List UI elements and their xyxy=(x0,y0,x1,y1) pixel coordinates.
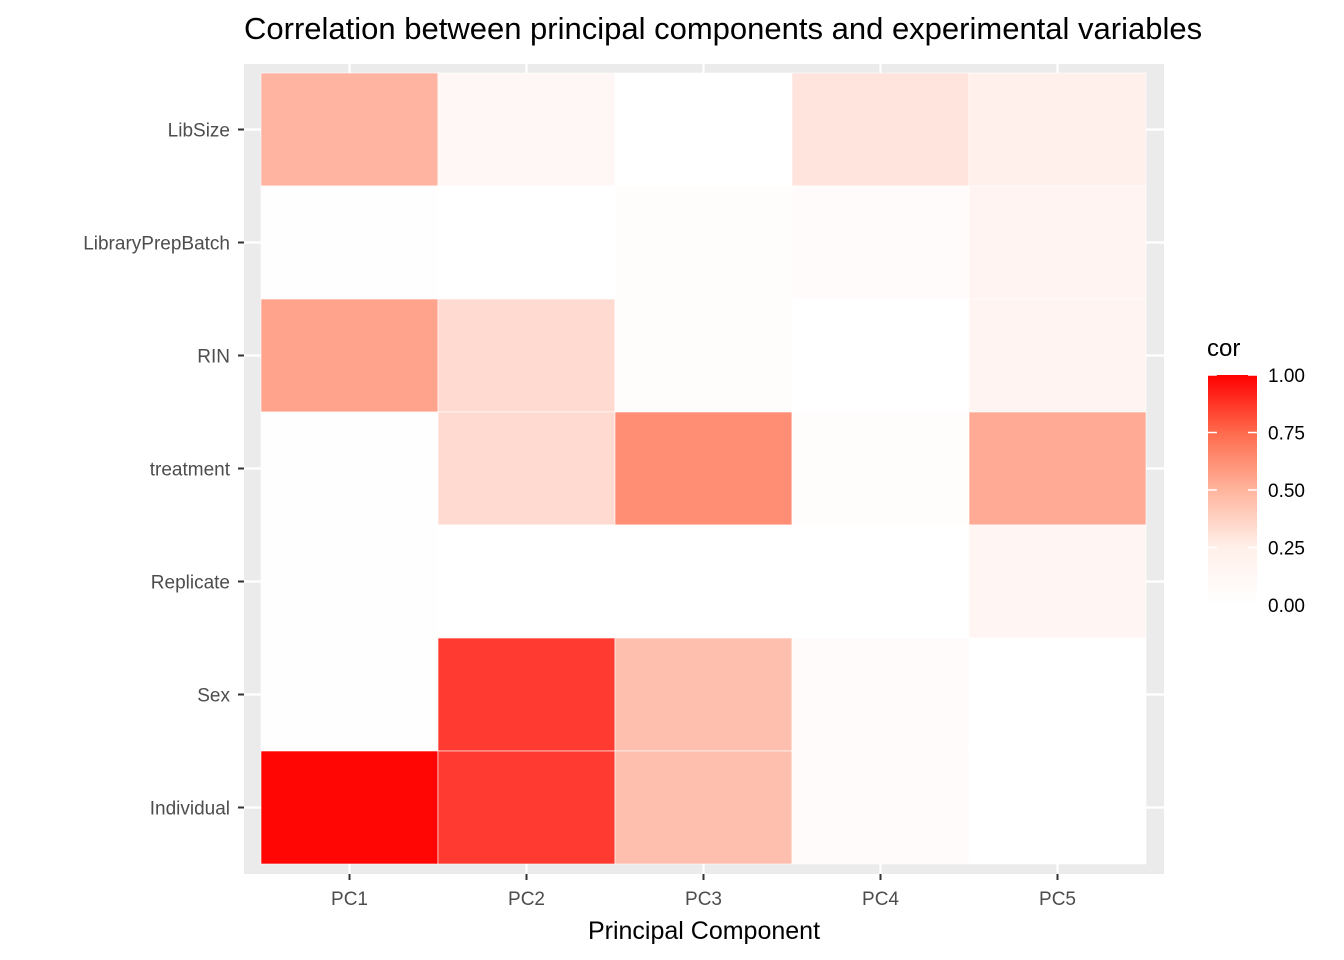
heatmap-cell-LibraryPrepBatch-PC3 xyxy=(614,185,793,300)
heatmap-cell-treatment-PC5 xyxy=(968,411,1147,526)
legend-label: 0.00 xyxy=(1268,596,1305,617)
x-tick-label: PC5 xyxy=(1039,889,1076,910)
heatmap-cell-Replicate-PC1 xyxy=(260,524,439,639)
heatmap-cell-LibSize-PC3 xyxy=(614,72,793,187)
heatmap-cell-RIN-PC3 xyxy=(614,298,793,413)
heatmap-cell-Individual-PC2 xyxy=(437,750,616,865)
legend-label: 0.75 xyxy=(1268,424,1305,445)
heatmap-cell-Replicate-PC2 xyxy=(437,524,616,639)
y-tick-label: RIN xyxy=(197,347,230,368)
heatmap-cell-LibSize-PC4 xyxy=(791,72,970,187)
y-tick-label: Sex xyxy=(197,686,230,707)
heatmap-cell-RIN-PC5 xyxy=(968,298,1147,413)
heatmap-cell-Individual-PC1 xyxy=(260,750,439,865)
heatmap-cell-Individual-PC5 xyxy=(968,750,1147,865)
legend: cor 1.00 0.75 0.50 0.25 0.00 xyxy=(1207,335,1305,617)
y-tick-label: LibSize xyxy=(168,121,230,142)
legend-title: cor xyxy=(1207,335,1240,362)
heatmap-cell-LibSize-PC5 xyxy=(968,72,1147,187)
x-tick-label: PC3 xyxy=(685,889,722,910)
heatmap-cell-RIN-PC1 xyxy=(260,298,439,413)
heatmap-cell-treatment-PC1 xyxy=(260,411,439,526)
heatmap-cell-RIN-PC2 xyxy=(437,298,616,413)
heatmap-cell-Replicate-PC5 xyxy=(968,524,1147,639)
heatmap-cell-Sex-PC4 xyxy=(791,637,970,752)
legend-label: 0.25 xyxy=(1268,539,1305,560)
legend-ticks: 1.00 0.75 0.50 0.25 0.00 xyxy=(1208,366,1305,617)
heatmap-cells xyxy=(260,72,1147,865)
chart-title: Correlation between principal components… xyxy=(244,11,1202,46)
heatmap-cell-LibraryPrepBatch-PC4 xyxy=(791,185,970,300)
x-tick-label: PC1 xyxy=(331,889,368,910)
heatmap-cell-LibraryPrepBatch-PC2 xyxy=(437,185,616,300)
heatmap-cell-Individual-PC3 xyxy=(614,750,793,865)
heatmap-cell-treatment-PC4 xyxy=(791,411,970,526)
x-axis: PC1 PC2 PC3 PC4 PC5 xyxy=(331,874,1076,910)
heatmap-cell-Sex-PC3 xyxy=(614,637,793,752)
x-axis-title: Principal Component xyxy=(588,917,820,945)
heatmap-cell-treatment-PC2 xyxy=(437,411,616,526)
heatmap-cell-Replicate-PC3 xyxy=(614,524,793,639)
legend-label: 1.00 xyxy=(1268,366,1305,387)
y-tick-label: Replicate xyxy=(151,573,230,594)
y-axis: LibSize LibraryPrepBatch RIN treatment Repli… xyxy=(83,121,244,820)
heatmap-cell-treatment-PC3 xyxy=(614,411,793,526)
heatmap-cell-LibraryPrepBatch-PC5 xyxy=(968,185,1147,300)
x-tick-label: PC2 xyxy=(508,889,545,910)
heatmap-cell-LibSize-PC1 xyxy=(260,72,439,187)
legend-label: 0.50 xyxy=(1268,481,1305,502)
heatmap-cell-LibSize-PC2 xyxy=(437,72,616,187)
heatmap-cell-Sex-PC1 xyxy=(260,637,439,752)
heatmap-cell-Replicate-PC4 xyxy=(791,524,970,639)
x-tick-label: PC4 xyxy=(862,889,899,910)
y-tick-label: Individual xyxy=(150,799,230,820)
heatmap-cell-RIN-PC4 xyxy=(791,298,970,413)
heatmap-cell-Individual-PC4 xyxy=(791,750,970,865)
heatmap-cell-LibraryPrepBatch-PC1 xyxy=(260,185,439,300)
y-tick-label: LibraryPrepBatch xyxy=(83,234,230,255)
heatmap-cell-Sex-PC2 xyxy=(437,637,616,752)
heatmap-cell-Sex-PC5 xyxy=(968,637,1147,752)
y-tick-label: treatment xyxy=(150,460,231,481)
